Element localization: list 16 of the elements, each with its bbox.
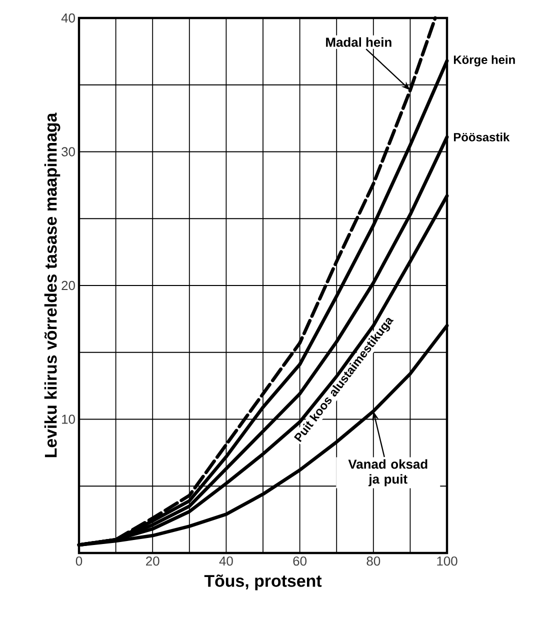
series-label: Körge hein (454, 55, 515, 66)
text: Madal hein (326, 37, 392, 47)
y-tick-label: 40 (61, 13, 75, 23)
y-axis-title: Leviku kiirus võrreldes tasase maapinnaga (44, 112, 60, 458)
series-label: Pöösastik (454, 132, 510, 142)
x-tick-label: 60 (293, 556, 307, 566)
x-tick-label: 40 (219, 556, 233, 566)
y-tick-label: 30 (62, 147, 75, 156)
y-tick-label: 20 (62, 280, 75, 290)
x-tick-label: 80 (366, 556, 380, 566)
x-axis-title: Tõus, protsent (204, 574, 322, 590)
series-label: Vanad oksad ja puit (348, 459, 428, 486)
x-tick-label: 100 (437, 556, 458, 566)
x-tick-label: 20 (146, 556, 160, 566)
x-tick-label: 0 (76, 556, 82, 566)
y-tick-label: 10 (62, 414, 75, 424)
